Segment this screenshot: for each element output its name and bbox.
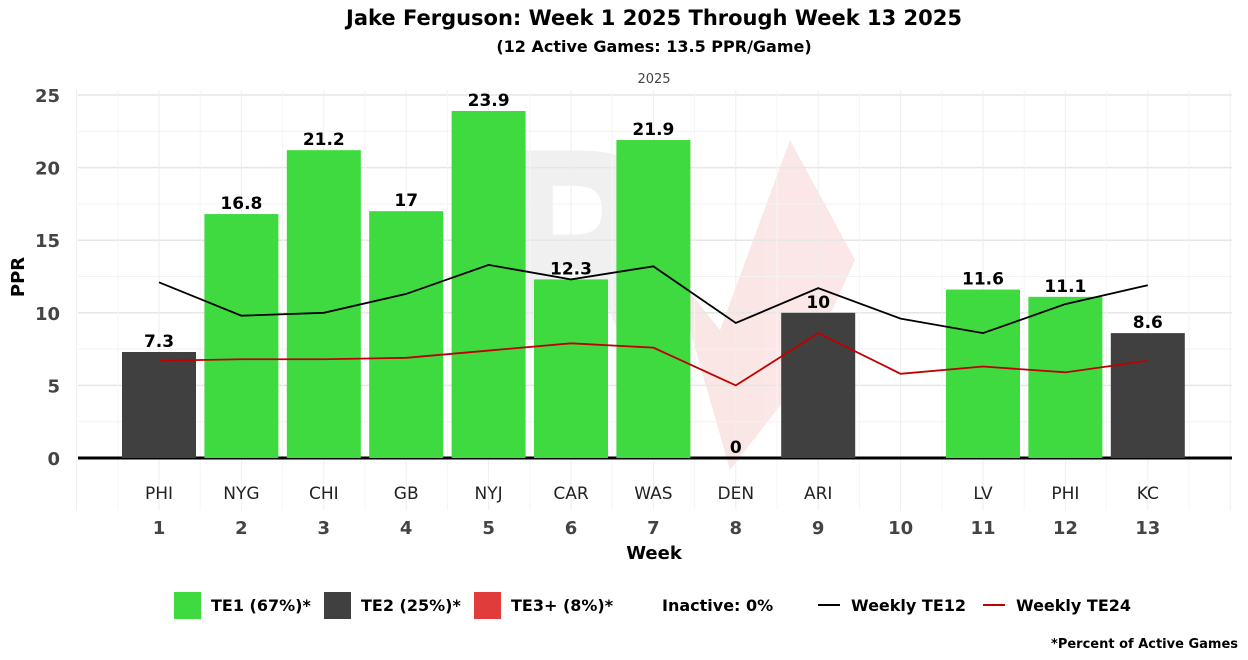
bar-week-9 — [781, 312, 856, 458]
week-tick-label: 2 — [235, 518, 248, 539]
week-tick-label: 12 — [1053, 518, 1078, 539]
bar-value-label: 23.9 — [468, 91, 510, 111]
bar-value-label: 11.6 — [962, 270, 1004, 290]
opponent-label: PHI — [145, 484, 173, 504]
opponent-label: CAR — [553, 484, 588, 504]
legend-swatch — [324, 592, 351, 619]
opponent-label: NYJ — [475, 484, 503, 504]
series-line-weekly-te24 — [158, 332, 1148, 387]
bar-value-label: 11.1 — [1044, 277, 1086, 297]
week-tick-label: 6 — [565, 518, 578, 539]
opponent-label: KC — [1137, 484, 1159, 504]
y-tick-label: 10 — [35, 304, 60, 325]
chart-subtitle: (12 Active Games: 13.5 PPR/Game) — [496, 37, 811, 56]
week-tick-label: 1 — [153, 518, 166, 539]
bar-value-label: 8.6 — [1133, 313, 1163, 333]
week-tick-label: 13 — [1135, 518, 1160, 539]
chart-title: Jake Ferguson: Week 1 2025 Through Week … — [344, 6, 962, 30]
opponent-label: ARI — [804, 484, 832, 504]
opponent-label: PHI — [1051, 484, 1079, 504]
legend-swatch — [174, 592, 201, 619]
y-tick-label: 25 — [35, 86, 60, 107]
bar-week-12 — [1028, 296, 1103, 458]
legend-label: TE1 (67%)* — [211, 596, 311, 615]
bar-week-2 — [204, 214, 279, 458]
week-tick-label: 7 — [647, 518, 660, 539]
bar-value-label: 0 — [730, 438, 742, 458]
week-tick-label: 9 — [812, 518, 825, 539]
bar-value-label: 17 — [394, 191, 418, 211]
legend-label: Weekly TE24 — [1016, 596, 1131, 615]
opponent-label: DEN — [718, 484, 755, 504]
week-tick-label: 10 — [888, 518, 913, 539]
bar-week-5 — [451, 110, 526, 459]
bar-week-7 — [616, 140, 691, 458]
week-tick-label: 5 — [482, 518, 495, 539]
opponent-label: CHI — [309, 484, 339, 504]
facet-label: 2025 — [637, 72, 670, 87]
legend-label: TE3+ (8%)* — [511, 596, 614, 615]
opponent-label: GB — [394, 484, 419, 504]
footnote: *Percent of Active Games — [1051, 637, 1238, 652]
legend-label: Weekly TE12 — [851, 596, 966, 615]
bar-week-6 — [534, 279, 608, 458]
x-axis-label: Week — [626, 543, 683, 564]
opponent-label: WAS — [634, 484, 672, 504]
opponent-label: LV — [973, 484, 993, 504]
bar-value-label: 16.8 — [220, 194, 262, 214]
bar-week-1 — [122, 352, 196, 458]
bar-week-11 — [946, 289, 1020, 458]
y-axis-label: PPR — [8, 257, 29, 297]
bar-value-label: 21.9 — [632, 120, 674, 140]
opponent-label: NYG — [223, 484, 259, 504]
bar-week-4 — [369, 211, 444, 458]
bar-value-label: 7.3 — [144, 332, 174, 352]
week-tick-label: 3 — [318, 518, 331, 539]
y-tick-label: 15 — [35, 231, 60, 252]
week-tick-label: 8 — [730, 518, 743, 539]
week-tick-label: 4 — [400, 518, 413, 539]
bar-value-label: 12.3 — [550, 259, 592, 279]
y-tick-label: 5 — [47, 376, 60, 397]
legend-label: TE2 (25%)* — [361, 596, 461, 615]
week-tick-label: 11 — [970, 518, 995, 539]
legend-label: Inactive: 0% — [662, 596, 773, 615]
legend-swatch — [474, 592, 501, 619]
bar-value-label: 21.2 — [303, 130, 345, 150]
series-line-weekly-te12 — [158, 263, 1149, 335]
y-tick-label: 20 — [35, 159, 60, 180]
bar-week-13 — [1110, 333, 1185, 458]
bar-value-label: 10 — [806, 293, 830, 313]
bar-week-3 — [286, 150, 361, 458]
legend: TE1 (67%)* TE2 (25%)* TE3+ (8%)* Inactive: … — [174, 592, 1131, 619]
y-tick-label: 0 — [47, 449, 60, 470]
